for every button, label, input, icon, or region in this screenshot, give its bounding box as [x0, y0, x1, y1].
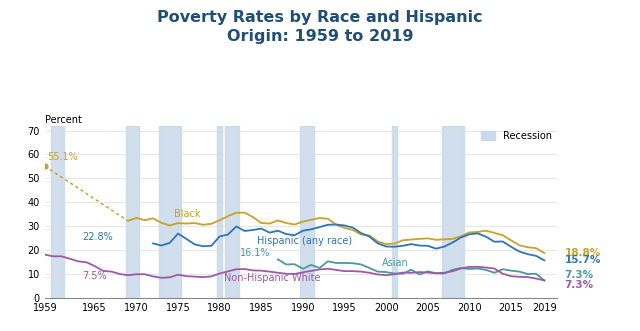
- Text: 22.8%: 22.8%: [83, 232, 113, 242]
- Text: Black: Black: [174, 209, 200, 219]
- Text: 55.1%: 55.1%: [47, 153, 78, 163]
- Text: 7.3%: 7.3%: [564, 280, 594, 290]
- Text: Hispanic (any race): Hispanic (any race): [257, 236, 352, 246]
- Legend: Recession: Recession: [481, 131, 552, 141]
- Bar: [51, 126, 64, 298]
- Text: Asian: Asian: [382, 258, 409, 268]
- Bar: [300, 126, 314, 298]
- Text: Poverty Rates by Race and Hispanic
Origin: 1959 to 2019: Poverty Rates by Race and Hispanic Origi…: [157, 10, 483, 44]
- Text: 15.7%: 15.7%: [564, 256, 601, 265]
- Bar: [225, 126, 239, 298]
- Text: 7.5%: 7.5%: [83, 271, 107, 281]
- Text: Percent: Percent: [45, 115, 82, 124]
- Text: 16.1%: 16.1%: [241, 248, 271, 258]
- Text: Non-Hispanic White: Non-Hispanic White: [224, 273, 320, 283]
- Bar: [442, 126, 463, 298]
- Text: 7.3%: 7.3%: [564, 270, 594, 280]
- Bar: [392, 126, 397, 298]
- Bar: [125, 126, 139, 298]
- Bar: [217, 126, 222, 298]
- Bar: [159, 126, 180, 298]
- Text: 18.8%: 18.8%: [564, 248, 601, 258]
